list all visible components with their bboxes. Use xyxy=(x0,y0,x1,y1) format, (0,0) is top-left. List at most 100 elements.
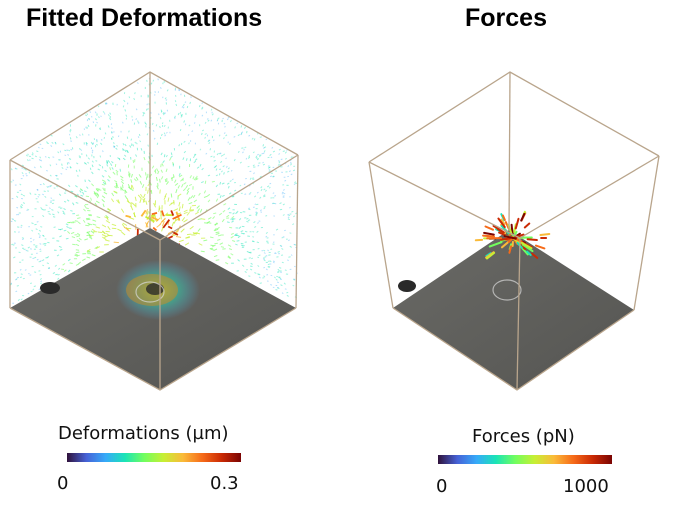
deformation-arrow xyxy=(41,259,45,262)
deformation-arrow xyxy=(215,174,218,177)
deformation-arrow xyxy=(36,188,39,191)
deformation-arrow xyxy=(237,150,240,153)
deformation-arrow xyxy=(227,255,231,259)
deformation-arrow xyxy=(262,147,265,149)
force-arrow xyxy=(523,222,531,229)
deformation-arrow xyxy=(170,155,173,159)
deformation-arrow xyxy=(27,208,30,211)
deformation-arrow xyxy=(31,153,34,156)
deformation-arrow xyxy=(172,213,182,220)
deformation-arrow xyxy=(91,171,94,175)
floor-plane xyxy=(393,230,634,390)
deformation-arrow xyxy=(68,221,72,224)
deformation-arrow xyxy=(18,251,21,254)
deformation-arrow-field xyxy=(9,77,298,304)
deformation-arrow xyxy=(275,289,278,291)
deformation-arrow xyxy=(119,168,122,172)
deformation-arrow xyxy=(122,222,128,226)
deformation-arrow xyxy=(263,266,266,269)
deformation-arrow xyxy=(107,160,111,163)
deformation-arrow xyxy=(216,118,219,121)
deformation-arrow xyxy=(208,139,211,142)
deformation-arrow xyxy=(22,194,26,197)
deformation-arrow xyxy=(282,214,285,216)
deformation-arrow xyxy=(162,160,165,164)
deformation-arrow xyxy=(122,148,124,151)
deformation-arrow xyxy=(86,231,91,234)
deformation-arrow xyxy=(42,215,45,218)
deformation-arrow xyxy=(146,79,148,82)
deformation-arrow xyxy=(69,262,73,264)
deformation-arrow xyxy=(42,193,45,196)
deformation-arrow xyxy=(51,141,54,144)
deformation-arrow xyxy=(293,183,296,186)
deformation-arrow xyxy=(182,157,185,161)
deformation-arrow xyxy=(76,214,80,216)
deformation-arrow xyxy=(120,181,125,185)
deformation-arrow xyxy=(159,125,161,129)
deformation-arrow xyxy=(269,175,273,178)
deformation-arrow xyxy=(227,244,232,247)
deformation-arrow xyxy=(230,235,234,239)
forces-colorbar-max: 1000 xyxy=(563,476,609,497)
force-arrow xyxy=(526,250,532,256)
deformation-arrow xyxy=(215,232,220,235)
deformation-arrow xyxy=(76,254,80,257)
deformation-arrow xyxy=(150,189,153,194)
deformation-arrow xyxy=(292,284,295,287)
deformation-arrow xyxy=(66,199,70,202)
deformation-arrow xyxy=(54,141,57,144)
deformation-arrow xyxy=(226,182,230,185)
deformation-arrow xyxy=(265,235,268,238)
deformation-arrow xyxy=(223,203,227,206)
deformation-arrow xyxy=(162,96,164,99)
deformation-arrow xyxy=(137,194,142,199)
deformation-arrow xyxy=(78,261,82,265)
deformation-arrow xyxy=(79,190,82,193)
deformation-arrow xyxy=(146,103,148,106)
deformation-arrow xyxy=(222,165,225,168)
deformation-arrow xyxy=(63,269,67,272)
deformation-arrow xyxy=(169,157,172,161)
deformation-arrow xyxy=(52,213,55,216)
deformation-arrow xyxy=(151,212,158,216)
deformation-arrow xyxy=(57,211,60,214)
deformation-arrow xyxy=(278,161,281,164)
deformation-arrow xyxy=(211,180,215,183)
deformation-arrow xyxy=(204,180,207,184)
deformation-arrow xyxy=(249,268,253,271)
deformation-arrow xyxy=(91,149,94,152)
deformation-arrow xyxy=(88,234,93,238)
deformation-arrow xyxy=(111,167,114,170)
deformation-arrow xyxy=(106,216,109,221)
deformation-arrow xyxy=(125,214,132,218)
deformation-arrow xyxy=(184,242,190,246)
deformation-arrow xyxy=(282,150,285,152)
deformation-arrow xyxy=(43,190,46,192)
deformation-arrow xyxy=(284,157,287,160)
deformation-arrow xyxy=(229,180,232,182)
deformation-arrow xyxy=(102,203,105,208)
deformation-arrow xyxy=(218,212,223,216)
deformation-arrow xyxy=(96,216,101,219)
deformation-arrow xyxy=(284,151,287,154)
deformation-arrow xyxy=(31,157,34,160)
deformation-arrow xyxy=(10,282,13,285)
deformation-arrow xyxy=(97,231,103,234)
bead-marker xyxy=(40,282,60,294)
deformation-arrow xyxy=(76,239,81,243)
deformation-arrow xyxy=(140,209,147,217)
deformation-arrow xyxy=(185,158,188,161)
deformation-arrow xyxy=(117,228,123,232)
deformation-arrow xyxy=(217,234,222,237)
deformation-arrow xyxy=(95,226,101,229)
deformation-arrow xyxy=(273,276,276,279)
deformation-arrow xyxy=(89,167,92,171)
deformation-arrow xyxy=(27,246,30,249)
deformation-arrow xyxy=(174,87,177,90)
deformation-arrow xyxy=(70,210,73,212)
deformation-arrow xyxy=(163,212,169,217)
deformation-arrow xyxy=(76,162,79,165)
deformation-arrow xyxy=(217,117,220,120)
deformation-arrow xyxy=(91,151,94,154)
